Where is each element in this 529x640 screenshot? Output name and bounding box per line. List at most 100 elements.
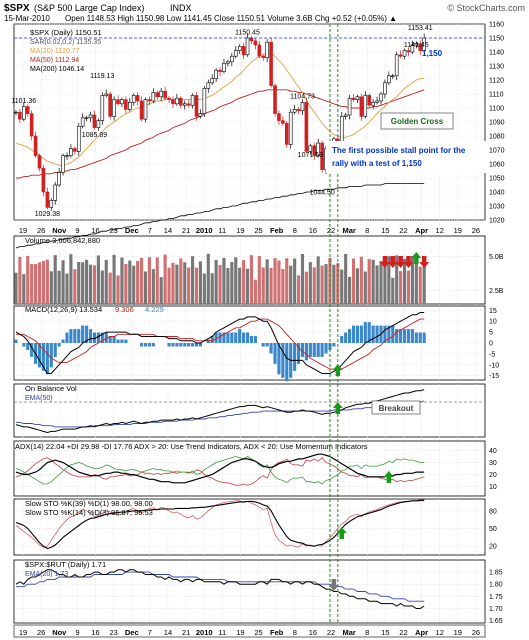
x-tick-label-bottom: 19 xyxy=(454,628,462,637)
candle-up xyxy=(131,95,136,103)
macd-histogram-bar xyxy=(191,343,195,347)
macd-histogram-bar xyxy=(395,329,399,343)
volume-bar xyxy=(108,272,112,304)
x-tick-label-top: 26 xyxy=(472,226,480,235)
volume-bar xyxy=(308,262,312,304)
y-tick-label: 1.70 xyxy=(489,606,503,613)
candle-up xyxy=(292,109,297,113)
macd-histogram-bar xyxy=(269,343,273,354)
candle-up xyxy=(65,155,69,157)
candle-down xyxy=(367,95,372,106)
candle-up xyxy=(84,117,89,119)
x-tick-label-bottom: 19 xyxy=(19,628,27,637)
macd-histogram-bar xyxy=(359,325,363,343)
volume-bar xyxy=(65,273,69,304)
volume-signal-arrow xyxy=(419,256,430,268)
macd-histogram-bar xyxy=(253,336,257,343)
volume-bar xyxy=(45,259,49,304)
candle-down xyxy=(241,46,246,56)
x-tick-label-top: 14 xyxy=(164,226,172,235)
macd-line xyxy=(15,312,425,374)
volume-bar xyxy=(226,267,230,304)
y-tick-label: 20 xyxy=(489,544,497,551)
y-tick-label: 1020 xyxy=(489,218,505,225)
candle-down xyxy=(281,120,285,124)
volume-bar xyxy=(112,254,116,304)
volume-bar xyxy=(96,255,100,304)
price-label: 1029.38 xyxy=(35,211,60,218)
x-tick-label-bottom: Nov xyxy=(52,628,67,637)
volume-bar xyxy=(363,271,367,304)
price-label: 1141.45 xyxy=(404,42,429,49)
macd-histogram-bar xyxy=(367,322,371,343)
macd-histogram-bar xyxy=(30,343,34,357)
volume-bar xyxy=(183,262,187,304)
volume-bar xyxy=(132,265,136,304)
ratio-line xyxy=(15,569,425,609)
candle-down xyxy=(73,148,77,152)
candle-up xyxy=(112,99,116,117)
panel-frame-volume xyxy=(13,235,486,305)
candle-up xyxy=(80,117,85,127)
macd-histogram-bar xyxy=(245,332,250,343)
candle-up xyxy=(371,102,375,106)
volume-bar xyxy=(296,275,301,304)
macd-legend-signal: 9.306 xyxy=(115,305,134,314)
volume-bar xyxy=(414,263,418,304)
volume-bar xyxy=(104,259,108,304)
x-tick-label-bottom: 22 xyxy=(399,628,407,637)
macd-histogram-bar xyxy=(300,343,305,357)
volume-bar xyxy=(77,262,81,304)
y-tick-label: 1160 xyxy=(489,22,504,29)
volume-bar xyxy=(293,258,297,304)
candle-down xyxy=(277,113,281,121)
candle-down xyxy=(218,69,222,72)
volume-bar xyxy=(139,257,144,304)
x-tick-label-bottom: 22 xyxy=(327,628,335,637)
x-tick-label-bottom: 16 xyxy=(91,628,99,637)
x-tick-label-bottom: 19 xyxy=(236,628,244,637)
x-tick-label-top: 8 xyxy=(365,226,369,235)
volume-bar xyxy=(194,267,199,304)
candle-up xyxy=(182,103,187,106)
volume-bar xyxy=(336,263,340,304)
price-label: 1104.73 xyxy=(290,93,315,100)
y-tick-label: 1090 xyxy=(489,120,505,127)
candle-up xyxy=(53,184,58,201)
volume-bar xyxy=(332,264,336,304)
price-label: 1153.41 xyxy=(408,25,433,32)
candle-up xyxy=(175,97,179,105)
x-tick-label-top: 19 xyxy=(236,226,244,235)
macd-histogram-bar xyxy=(296,343,301,364)
macd-histogram-bar xyxy=(226,332,230,343)
candle-up xyxy=(383,82,387,95)
candle-down xyxy=(320,142,324,170)
volume-bar xyxy=(422,259,426,304)
volume-bar xyxy=(73,269,77,304)
volume-bar xyxy=(418,266,422,304)
macd-histogram-bar xyxy=(344,332,348,343)
volume-bar xyxy=(406,270,411,304)
level-1150-label: 1,150 xyxy=(422,49,443,58)
macd-histogram-bar xyxy=(261,343,265,347)
volume-bar xyxy=(355,268,360,304)
candle-down xyxy=(147,99,152,102)
x-tick-label-top: 12 xyxy=(436,226,444,235)
golden-cross-label: Golden Cross xyxy=(391,117,444,126)
macd-histogram-bar xyxy=(234,332,238,343)
panel-frame-obv xyxy=(13,383,486,438)
y-tick-label: 1080 xyxy=(489,134,505,141)
candle-up xyxy=(394,54,399,77)
volume-bar xyxy=(34,263,38,304)
candle-up xyxy=(22,106,26,120)
x-tick-label-bottom: 16 xyxy=(309,628,317,637)
volume-bar xyxy=(391,277,395,304)
y-tick-label: 15 xyxy=(489,308,497,315)
x-tick-label-top: 15 xyxy=(381,226,389,235)
candle-down xyxy=(33,135,38,156)
price-label: 1101.36 xyxy=(11,98,36,105)
golden-cross-box xyxy=(380,112,454,130)
x-axis-frame xyxy=(13,624,486,638)
price-legend-main: $SPX (Daily) 1150.51 xyxy=(30,28,102,37)
